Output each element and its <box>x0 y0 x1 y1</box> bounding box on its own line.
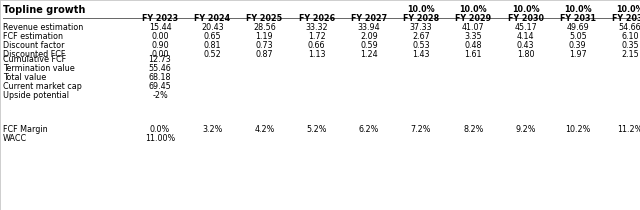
Text: FY 2027: FY 2027 <box>351 14 387 23</box>
Text: 37.33: 37.33 <box>410 23 433 32</box>
Text: 1.43: 1.43 <box>412 50 430 59</box>
Text: 0.65: 0.65 <box>204 32 221 41</box>
Text: 15.44: 15.44 <box>148 23 172 32</box>
Text: 9.2%: 9.2% <box>515 125 536 134</box>
Text: FY 2028: FY 2028 <box>403 14 439 23</box>
Text: 10.0%: 10.0% <box>616 5 640 14</box>
Text: 6.2%: 6.2% <box>358 125 379 134</box>
Text: Current market cap: Current market cap <box>3 82 82 91</box>
Text: 0.73: 0.73 <box>255 41 273 50</box>
Text: 0.48: 0.48 <box>465 41 482 50</box>
Text: 33.32: 33.32 <box>305 23 328 32</box>
Text: 2.09: 2.09 <box>360 32 378 41</box>
Text: 1.24: 1.24 <box>360 50 378 59</box>
Text: 2.15: 2.15 <box>621 50 639 59</box>
Text: 10.0%: 10.0% <box>564 5 591 14</box>
Text: 1.80: 1.80 <box>517 50 534 59</box>
Text: 10.0%: 10.0% <box>407 5 435 14</box>
Text: 8.2%: 8.2% <box>463 125 484 134</box>
Text: 5.2%: 5.2% <box>307 125 327 134</box>
Text: 1.13: 1.13 <box>308 50 325 59</box>
Text: 20.43: 20.43 <box>201 23 223 32</box>
Text: FY 2031: FY 2031 <box>560 14 596 23</box>
Text: FY 2024: FY 2024 <box>194 14 230 23</box>
Text: 28.56: 28.56 <box>253 23 276 32</box>
Text: 49.69: 49.69 <box>566 23 589 32</box>
Text: 0.59: 0.59 <box>360 41 378 50</box>
Text: WACC: WACC <box>3 134 27 143</box>
Text: FCF estimation: FCF estimation <box>3 32 63 41</box>
Text: Cumulative FCF: Cumulative FCF <box>3 55 66 64</box>
Text: 10.0%: 10.0% <box>512 5 540 14</box>
Text: 0.53: 0.53 <box>412 41 430 50</box>
Text: 10.0%: 10.0% <box>460 5 487 14</box>
Text: 0.87: 0.87 <box>255 50 273 59</box>
Text: 6.10: 6.10 <box>621 32 639 41</box>
Text: 0.81: 0.81 <box>204 41 221 50</box>
Text: 0.90: 0.90 <box>151 41 169 50</box>
Text: FY 2032: FY 2032 <box>612 14 640 23</box>
Text: FY 2029: FY 2029 <box>455 14 492 23</box>
Text: 3.35: 3.35 <box>465 32 482 41</box>
Text: FY 2026: FY 2026 <box>299 14 335 23</box>
Text: 1.97: 1.97 <box>569 50 587 59</box>
Text: 1.19: 1.19 <box>255 32 273 41</box>
Text: 2.67: 2.67 <box>412 32 430 41</box>
Text: 3.2%: 3.2% <box>202 125 223 134</box>
Text: 4.2%: 4.2% <box>254 125 275 134</box>
Text: 11.00%: 11.00% <box>145 134 175 143</box>
Text: 45.17: 45.17 <box>514 23 537 32</box>
Text: 4.14: 4.14 <box>517 32 534 41</box>
Text: Termination value: Termination value <box>3 64 75 73</box>
Text: 41.07: 41.07 <box>462 23 484 32</box>
Text: 12.73: 12.73 <box>148 55 172 64</box>
Text: 68.18: 68.18 <box>148 73 172 82</box>
Text: 0.00: 0.00 <box>151 50 169 59</box>
Text: 1.72: 1.72 <box>308 32 326 41</box>
Text: 5.05: 5.05 <box>569 32 587 41</box>
Text: FCF Margin: FCF Margin <box>3 125 47 134</box>
Text: 11.2%: 11.2% <box>618 125 640 134</box>
Text: 1.61: 1.61 <box>465 50 482 59</box>
Text: 0.43: 0.43 <box>517 41 534 50</box>
Text: -2%: -2% <box>152 91 168 100</box>
Text: 0.39: 0.39 <box>569 41 587 50</box>
Text: 0.52: 0.52 <box>204 50 221 59</box>
Text: 0.00: 0.00 <box>151 32 169 41</box>
Text: 54.66: 54.66 <box>619 23 640 32</box>
Text: FY 2030: FY 2030 <box>508 14 543 23</box>
Text: 33.94: 33.94 <box>358 23 380 32</box>
Text: FY 2023: FY 2023 <box>142 14 178 23</box>
Text: Upside potential: Upside potential <box>3 91 69 100</box>
Text: Revenue estimation: Revenue estimation <box>3 23 83 32</box>
Text: Topline growth: Topline growth <box>3 5 85 15</box>
Text: 0.66: 0.66 <box>308 41 325 50</box>
Text: Total value: Total value <box>3 73 46 82</box>
Text: 0.0%: 0.0% <box>150 125 170 134</box>
Text: 10.2%: 10.2% <box>565 125 591 134</box>
Text: 69.45: 69.45 <box>148 82 172 91</box>
Text: 0.35: 0.35 <box>621 41 639 50</box>
Text: 55.46: 55.46 <box>148 64 172 73</box>
Text: Discounted FCF: Discounted FCF <box>3 50 65 59</box>
Text: 7.2%: 7.2% <box>411 125 431 134</box>
Text: Discount factor: Discount factor <box>3 41 65 50</box>
Text: FY 2025: FY 2025 <box>246 14 282 23</box>
